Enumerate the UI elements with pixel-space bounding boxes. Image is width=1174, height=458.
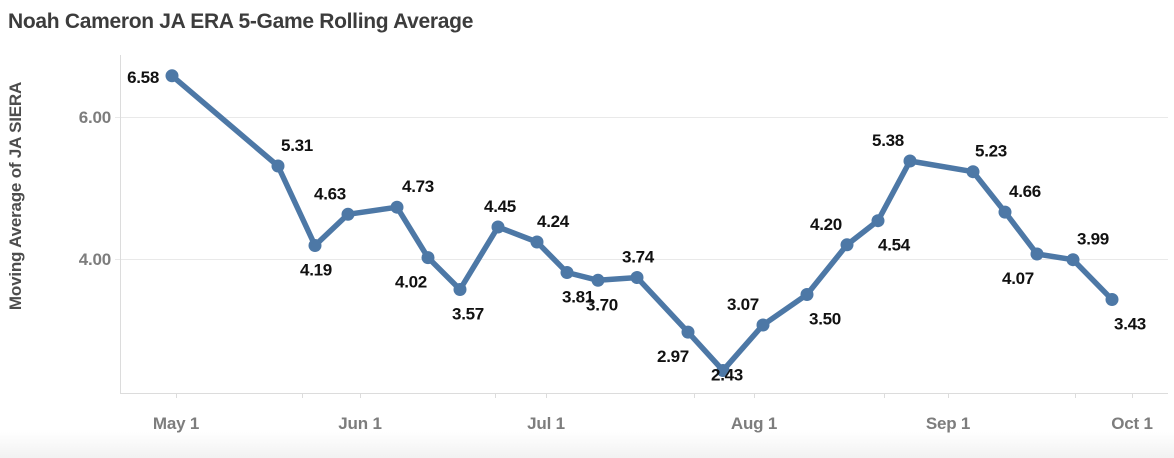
- y-axis-group: 6.00 4.00: [79, 108, 111, 269]
- data-point-label: 4.63: [314, 184, 346, 203]
- data-point-label: 3.74: [622, 248, 655, 267]
- data-point-label: 4.02: [395, 273, 427, 292]
- data-point-marker[interactable]: [341, 207, 355, 221]
- data-point-marker[interactable]: [390, 200, 404, 214]
- data-point-marker[interactable]: [530, 235, 544, 249]
- data-point-marker[interactable]: [756, 318, 770, 332]
- data-point-label: 3.50: [809, 310, 841, 329]
- data-point-label: 4.73: [402, 177, 434, 196]
- data-point-marker[interactable]: [716, 364, 730, 377]
- x-axis-group: May 1 Jun 1 Jul 1 Aug 1 Sep 1 Oct 1: [120, 55, 1168, 433]
- data-labels-group: 6.58 5.31 4.19 4.63 4.73 4.02 3.57 4.45 4.24 3.81…: [127, 68, 1146, 385]
- data-point-label: 4.07: [1002, 269, 1034, 288]
- data-point-marker[interactable]: [630, 271, 644, 284]
- data-point-label: 5.38: [872, 131, 904, 150]
- data-point-label: 3.99: [1077, 230, 1109, 249]
- data-point-marker[interactable]: [903, 154, 917, 168]
- data-point-label: 3.07: [727, 295, 759, 314]
- series-group: [165, 69, 1119, 377]
- data-point-marker[interactable]: [681, 325, 695, 339]
- data-point-label: 3.57: [452, 305, 484, 324]
- data-point-marker[interactable]: [308, 239, 322, 252]
- data-point-marker[interactable]: [165, 69, 179, 83]
- data-point-marker[interactable]: [800, 288, 814, 301]
- data-point-marker[interactable]: [271, 159, 285, 173]
- data-point-marker[interactable]: [591, 273, 605, 287]
- x-tick-label: Sep 1: [926, 414, 970, 433]
- x-tick-label: Jun 1: [338, 414, 381, 433]
- x-tick-label: May 1: [153, 414, 199, 433]
- data-point-label: 4.20: [810, 215, 842, 234]
- x-tick-label: Jul 1: [527, 414, 565, 433]
- data-point-marker[interactable]: [840, 238, 854, 252]
- y-tick-label: 6.00: [79, 108, 111, 127]
- data-point-label: 3.81: [562, 288, 594, 307]
- data-point-label: 4.45: [484, 197, 516, 216]
- data-point-marker[interactable]: [491, 220, 505, 234]
- data-point-marker[interactable]: [1030, 247, 1044, 261]
- data-point-label: 5.31: [281, 136, 313, 155]
- chart-title: Noah Cameron JA ERA 5-Game Rolling Avera…: [8, 10, 473, 33]
- data-point-marker[interactable]: [453, 283, 467, 296]
- bottom-fade-strip: [0, 432, 1174, 458]
- data-point-label: 2.97: [657, 347, 689, 366]
- data-point-marker[interactable]: [1105, 293, 1119, 306]
- data-point-label: 2.43: [711, 366, 743, 385]
- data-point-label: 4.54: [878, 236, 911, 255]
- data-point-marker[interactable]: [1066, 253, 1080, 267]
- gridlines-group: [115, 117, 1168, 260]
- data-point-label: 4.19: [300, 261, 332, 280]
- data-point-label: 4.66: [1009, 182, 1041, 201]
- data-point-label: 4.24: [537, 212, 570, 231]
- data-point-label: 3.43: [1114, 315, 1146, 334]
- y-axis-title: Moving Average of JA SIERA: [6, 82, 25, 310]
- data-point-marker[interactable]: [871, 214, 885, 228]
- data-point-label: 6.58: [127, 68, 159, 87]
- data-point-marker[interactable]: [998, 205, 1012, 219]
- y-tick-label: 4.00: [79, 250, 111, 269]
- data-point-label: 3.70: [586, 295, 618, 314]
- data-point-marker[interactable]: [421, 251, 435, 265]
- x-tick-label: Aug 1: [731, 414, 777, 433]
- data-point-marker[interactable]: [966, 165, 980, 179]
- data-point-label: 5.23: [975, 142, 1007, 161]
- series-polyline: [169, 73, 1115, 374]
- data-point-marker[interactable]: [560, 266, 574, 279]
- x-tick-label: Oct 1: [1111, 414, 1153, 433]
